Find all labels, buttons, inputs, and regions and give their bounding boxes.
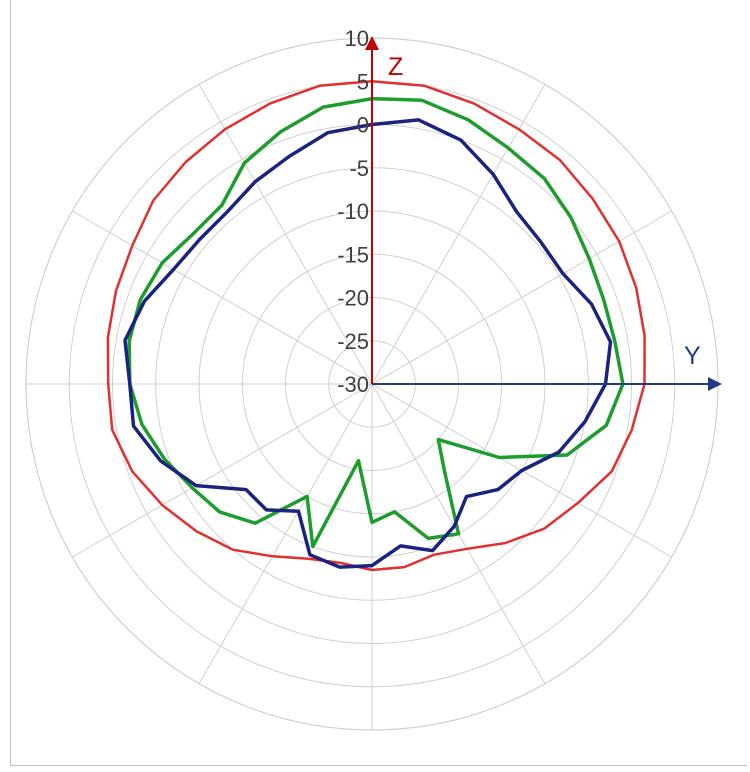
z-axis-arrowhead	[365, 36, 379, 50]
z-axis-label: Z	[388, 53, 403, 81]
axes-layer: Z Y	[365, 36, 722, 391]
radial-tick-label: 5	[357, 69, 369, 94]
grid-spoke	[72, 383, 373, 558]
radial-tick-label: 0	[357, 113, 369, 138]
chart-frame	[10, 0, 747, 766]
radial-tick-label: -20	[337, 286, 369, 311]
grid-spoke	[198, 383, 373, 684]
grid-spoke	[371, 84, 546, 385]
radial-tick-label: -5	[349, 156, 369, 181]
radial-tick-labels: 10 5 0 -5 -10 -15 -20 -25 -30	[337, 26, 369, 397]
series-layer	[106, 80, 646, 572]
radial-tick-label: -15	[337, 242, 369, 267]
series-line-1	[106, 80, 646, 572]
grid-spoke	[72, 210, 373, 385]
y-axis-arrowhead	[708, 377, 722, 391]
series-line-2	[127, 96, 625, 549]
grid-spoke	[198, 84, 373, 385]
radial-tick-label: -10	[337, 199, 369, 224]
series-line-3	[123, 118, 613, 569]
radial-tick-label: 10	[345, 26, 369, 51]
y-axis-label: Y	[684, 342, 701, 370]
radial-tick-label: -30	[337, 372, 369, 397]
radial-tick-label: -25	[337, 329, 369, 354]
grid-spoke	[371, 210, 672, 385]
